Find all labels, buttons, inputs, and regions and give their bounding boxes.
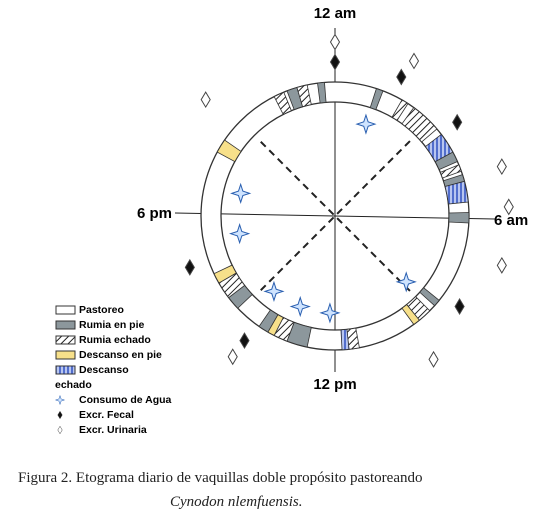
behavior-segment	[369, 88, 384, 111]
legend: Pastoreo Rumia en pie Rumia echado Descanso…	[54, 303, 175, 438]
legend-item: Descanso echado	[55, 363, 155, 393]
legend-box	[55, 335, 76, 345]
behavior-segment	[340, 328, 350, 351]
behavior-segment	[317, 81, 327, 104]
behavior-segment	[424, 133, 454, 163]
legend-label: Consumo de Agua	[79, 394, 172, 406]
fecal-marker	[452, 113, 463, 131]
behavior-segment	[296, 84, 312, 108]
hour-label: 6 pm	[137, 205, 172, 222]
urinary-marker	[496, 256, 507, 274]
legend-swatch	[57, 425, 63, 435]
chart: 12 am 6 am 12 pm 6 pm	[137, 5, 528, 393]
behavior-segment	[401, 107, 438, 143]
urinary-marker	[408, 52, 420, 70]
behavior-segment	[216, 139, 242, 163]
urinary-marker	[428, 350, 439, 368]
legend-label: Pastoreo	[79, 304, 124, 316]
water-marker	[395, 271, 417, 293]
legend-item: Consumo de Agua	[54, 393, 175, 408]
hour-label: 12 am	[314, 5, 357, 22]
legend-box	[55, 350, 76, 360]
urinary-marker	[57, 425, 63, 435]
legend-swatch	[57, 410, 63, 420]
behavior-segment	[419, 287, 440, 307]
water-marker	[355, 113, 377, 135]
behavior-segment	[258, 309, 279, 333]
fecal-marker	[184, 258, 195, 276]
urinary-marker	[503, 198, 514, 216]
legend-swatch	[55, 365, 76, 375]
legend-box	[55, 365, 76, 375]
legend-swatch	[55, 305, 76, 315]
axis-line	[174, 212, 496, 220]
legend-item: Pastoreo	[55, 303, 175, 318]
fecal-marker	[57, 410, 63, 420]
legend-label: Descanso echado	[55, 364, 129, 391]
fecal-marker	[239, 332, 250, 350]
legend-label: Rumia en pie	[79, 319, 145, 331]
legend-box	[55, 320, 76, 330]
caption: Figura 2. Etograma diario de vaquillas d…	[18, 470, 423, 486]
water-marker	[228, 223, 251, 245]
behavior-segment	[391, 99, 409, 121]
legend-label: Rumia echado	[79, 334, 151, 346]
legend-item: Rumia en pie	[55, 318, 175, 333]
legend-item: Descanso en pie	[55, 348, 175, 363]
legend-item: Excr. Urinaria	[55, 423, 175, 438]
hour-label: 12 pm	[313, 376, 356, 393]
legend-swatch	[55, 320, 76, 330]
fecal-marker	[329, 53, 341, 71]
legend-item: Rumia echado	[55, 333, 175, 348]
legend-item: Excr. Fecal	[55, 408, 175, 423]
legend-swatch	[54, 394, 66, 406]
behavior-segment	[267, 314, 284, 336]
hour-label: 6 am	[494, 212, 528, 229]
urinary-marker	[329, 33, 341, 51]
behavior-segment	[401, 304, 420, 325]
behavior-segment	[213, 264, 237, 284]
urinary-marker	[200, 91, 211, 109]
caption-species: Cynodon nlemfuensis.	[170, 494, 303, 510]
legend-label: Excr. Fecal	[79, 409, 134, 421]
water-marker	[230, 182, 252, 204]
behavior-segment	[439, 164, 462, 179]
behavior-segment	[448, 212, 470, 224]
legend-swatch	[55, 350, 76, 360]
water-marker	[289, 295, 311, 318]
urinary-marker	[227, 348, 238, 366]
behavior-segment	[434, 151, 458, 171]
fecal-marker	[454, 298, 465, 315]
legend-label: Excr. Urinaria	[79, 424, 147, 436]
behavior-segment	[444, 180, 469, 205]
behavior-segment	[273, 91, 292, 115]
legend-swatch	[55, 335, 76, 345]
legend-box	[55, 305, 76, 315]
water-marker	[263, 280, 285, 303]
legend-label: Descanso en pie	[79, 349, 162, 361]
fecal-marker	[396, 68, 407, 86]
urinary-marker	[496, 158, 507, 176]
water-marker	[54, 394, 66, 406]
water-marker	[319, 302, 341, 324]
